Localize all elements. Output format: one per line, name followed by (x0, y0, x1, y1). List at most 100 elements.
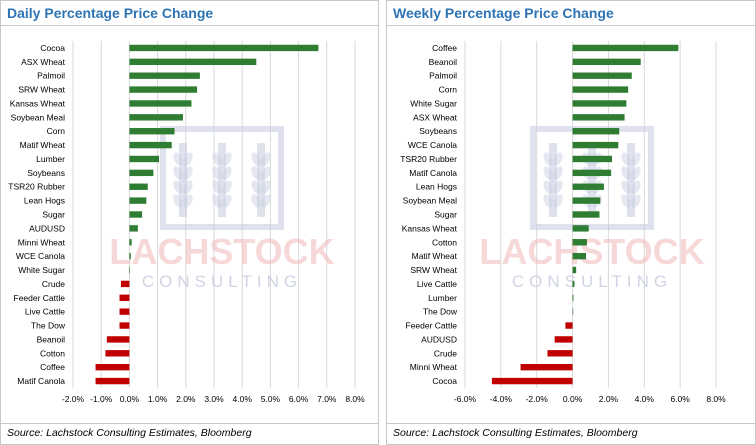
bar (120, 280, 130, 288)
bar (554, 336, 573, 343)
tick-label: -2.0% (62, 394, 85, 404)
bar (129, 72, 200, 79)
category-label: Coffee (432, 43, 457, 53)
tick-label: 0.0% (563, 394, 583, 404)
wheat-grain-icon (173, 166, 183, 180)
category-label: Lean Hogs (416, 182, 457, 192)
category-label: The Dow (31, 321, 66, 331)
category-label: White Sugar (410, 98, 457, 108)
category-label: Corn (439, 85, 458, 95)
wheat-grain-icon (183, 180, 193, 194)
bar (129, 197, 147, 204)
bar (129, 114, 183, 121)
wheat-grain-icon (631, 152, 641, 166)
chart-title: Weekly Percentage Price Change (393, 5, 614, 21)
bar (129, 252, 131, 260)
bar (572, 58, 641, 66)
wheat-grain-icon (631, 166, 641, 180)
wheat-grain-icon (183, 194, 193, 208)
wheat-grain-icon (543, 180, 553, 194)
category-label: Kansas Wheat (402, 223, 458, 233)
tick-label: 5.0% (261, 394, 281, 404)
bar (572, 280, 575, 288)
category-label: Lumber (36, 154, 65, 164)
category-label: Sugar (434, 210, 457, 220)
tick-label: -4.0% (490, 394, 513, 404)
bar (119, 322, 130, 329)
tick-label: 7.0% (317, 394, 337, 404)
wheat-grain-icon (251, 194, 261, 208)
title-divider (1, 25, 378, 26)
wheat-grain-icon (553, 180, 563, 194)
wheat-grain-icon (222, 152, 232, 166)
bar (547, 350, 573, 357)
category-label: Coffee (40, 362, 65, 372)
category-label: Feeder Cattle (406, 321, 458, 331)
wheat-grain-icon (553, 166, 563, 180)
bar (129, 141, 172, 149)
category-label: Cotton (40, 348, 65, 358)
category-label: Matif Wheat (412, 251, 458, 261)
bar (572, 197, 601, 204)
wheat-grain-icon (173, 194, 183, 208)
bar (572, 211, 600, 218)
tick-label: 3.0% (204, 394, 224, 404)
bar (129, 211, 143, 218)
source-divider (1, 423, 378, 424)
bar (491, 377, 573, 385)
category-label: Cotton (432, 237, 457, 247)
category-label: Minni Wheat (410, 362, 458, 372)
bar (572, 308, 574, 315)
wheat-grain-icon (222, 194, 232, 208)
watermark-logo-icon (160, 126, 284, 230)
bar (129, 58, 257, 66)
wheat-grain-icon (212, 194, 222, 208)
wheat-grain-icon (261, 180, 271, 194)
category-label: Soybean Meal (11, 112, 65, 122)
wheat-grain-icon (183, 166, 193, 180)
wheat-grain-icon (251, 166, 261, 180)
tick-label: 6.0% (289, 394, 309, 404)
bar (119, 294, 130, 301)
category-label: SRW Wheat (18, 85, 65, 95)
category-label: Feeder Cattle (14, 293, 66, 303)
category-label: Matif Canola (409, 168, 457, 178)
wheat-grain-icon (251, 152, 261, 166)
category-label: Beanoil (37, 334, 65, 344)
bar (572, 72, 632, 79)
category-label: ASX Wheat (413, 112, 458, 122)
bar (119, 308, 130, 315)
bar (129, 100, 192, 107)
title-divider (387, 25, 755, 26)
wheat-grain-icon (631, 180, 641, 194)
tick-label: -1.0% (90, 394, 113, 404)
category-label: WCE Canola (408, 140, 457, 150)
tick-label: 4.0% (233, 394, 253, 404)
wheat-grain-icon (222, 166, 232, 180)
category-label: Live Cattle (417, 279, 457, 289)
wheat-grain-icon (543, 166, 553, 180)
category-label: Matif Wheat (20, 140, 66, 150)
category-label: Soybeans (27, 168, 65, 178)
wheat-grain-icon (261, 194, 271, 208)
bar (572, 252, 587, 260)
wheat-grain-icon (173, 180, 183, 194)
category-label: AUDUSD (29, 223, 65, 233)
wheat-grain-icon (212, 180, 222, 194)
wheat-grain-icon (212, 152, 222, 166)
bar (572, 294, 574, 301)
tick-label: 8.0% (706, 394, 726, 404)
category-label: TSR20 Rubber (8, 182, 65, 192)
wheat-grain-icon (553, 194, 563, 208)
bar (129, 155, 160, 163)
tick-label: 4.0% (635, 394, 655, 404)
category-label: Lumber (428, 293, 457, 303)
source-divider (387, 423, 755, 424)
bar (129, 183, 148, 190)
bar (129, 128, 175, 135)
category-label: Minni Wheat (18, 237, 66, 247)
tick-label: 2.0% (176, 394, 196, 404)
watermark-tagline: CONSULTING (512, 272, 672, 291)
